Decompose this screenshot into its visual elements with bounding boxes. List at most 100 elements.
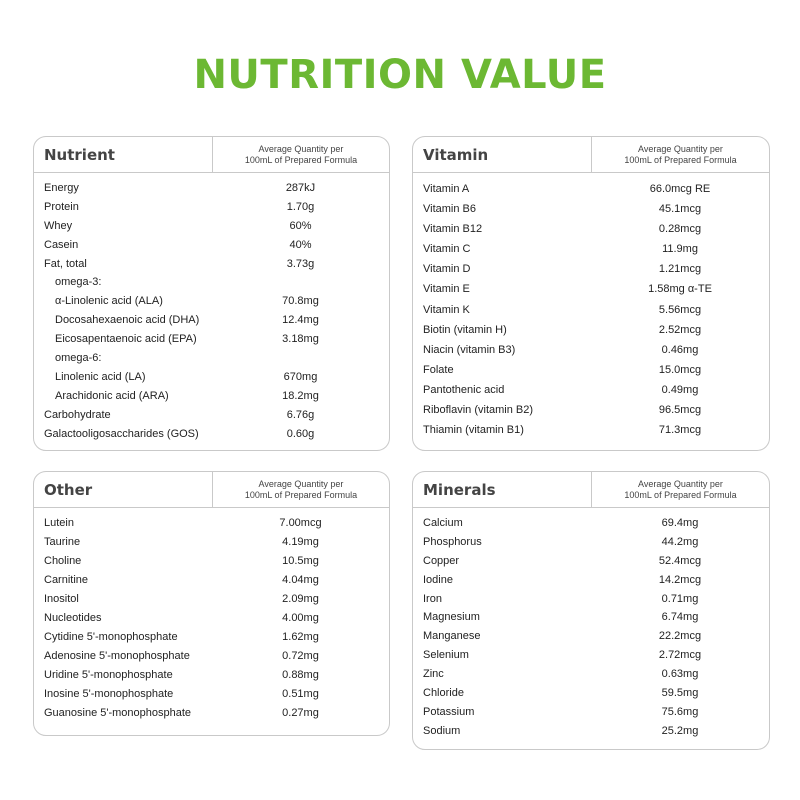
nutrient-value: 0.28mcg xyxy=(658,223,702,236)
nutrient-value: 1.21mcg xyxy=(658,263,702,276)
page-title: NUTRITION VALUE xyxy=(193,52,607,98)
table-row: Galactooligosaccharides (GOS) 0.60g xyxy=(34,425,389,444)
table-row: Casein 40% xyxy=(34,236,389,255)
nutrient-value: 25.2mg xyxy=(661,724,699,737)
nutrient-panel: Nutrient Average Quantity per 100mL of Pre… xyxy=(33,136,390,451)
table-row: Eicosapentaenoic acid (EPA) 3.18mg xyxy=(34,330,389,349)
minerals-panel: Minerals Average Quantity per 100mL of Pre… xyxy=(412,471,770,750)
nutrient-name: Lutein xyxy=(44,517,74,529)
nutrient-value: 6.76g xyxy=(286,408,315,421)
other-panel: Other Average Quantity per 100mL of Prepar… xyxy=(33,471,390,736)
nutrient-name: Fat, total xyxy=(44,257,87,270)
nutrient-name: Riboflavin (vitamin B2) xyxy=(423,404,534,417)
nutrient-value: 4.19mg xyxy=(282,536,319,548)
nutrient-name: Inositol xyxy=(44,593,79,605)
nutrient-name: Protein xyxy=(44,200,79,213)
nutrient-name: Eicosapentaenoic acid (EPA) xyxy=(55,333,197,346)
nutrient-name: Taurine xyxy=(44,536,81,548)
table-row: Vitamin B6 45.1mcg xyxy=(413,199,769,219)
table-row: α-Linolenic acid (ALA) 70.8mg xyxy=(34,292,389,311)
nutrient-name: Vitamin E xyxy=(423,283,470,296)
nutrient-name: Folate xyxy=(423,363,454,376)
nutrient-name: Magnesium xyxy=(423,611,480,624)
table-row: omega-6: xyxy=(34,349,389,368)
table-row: Zinc 0.63mg xyxy=(413,665,769,684)
nutrient-name: Energy xyxy=(44,182,79,194)
nutrient-value: 40% xyxy=(289,238,312,251)
nutrient-rows: Energy 287kJ Protein 1.70g Whey 60% Casein 40% F… xyxy=(34,173,389,443)
nutrient-name: Vitamin A xyxy=(423,183,470,195)
nutrient-value: 4.00mg xyxy=(282,612,319,624)
nutrient-name: α-Linolenic acid (ALA) xyxy=(55,295,163,308)
nutrient-value: 2.09mg xyxy=(282,593,319,605)
nutrient-value: 3.73g xyxy=(286,257,315,270)
nutrient-value: 3.18mg xyxy=(282,333,319,346)
table-row: Folate 15.0mcg xyxy=(413,360,769,380)
table-row: Linolenic acid (LA) 670mg xyxy=(34,368,389,387)
nutrient-value: 10.5mg xyxy=(282,555,319,567)
nutrient-rows: Calcium 69.4mg Phosphorus 44.2mg Copper 52.4m… xyxy=(413,508,769,741)
nutrient-name: Manganese xyxy=(423,630,481,643)
nutrient-value: 45.1mcg xyxy=(658,203,702,216)
table-row: Carbohydrate 6.76g xyxy=(34,406,389,425)
table-row: Arachidonic acid (ARA) 18.2mg xyxy=(34,387,389,406)
table-row: Protein 1.70g xyxy=(34,198,389,217)
nutrient-value: 0.46mg xyxy=(661,343,699,356)
table-row: Inositol 2.09mg xyxy=(34,590,389,609)
table-row: Chloride 59.5mg xyxy=(413,684,769,703)
table-row: Nucleotides 4.00mg xyxy=(34,609,389,628)
table-row: Copper 52.4mcg xyxy=(413,552,769,571)
column-header-line-1: Average Quantity per xyxy=(258,143,344,154)
nutrient-name: Casein xyxy=(44,238,79,251)
nutrient-value: 2.52mcg xyxy=(658,323,702,336)
table-row: Manganese 22.2mcg xyxy=(413,627,769,646)
nutrient-value: 7.00mcg xyxy=(279,517,322,529)
nutrient-value: 71.3mcg xyxy=(658,424,702,437)
nutrient-value: 69.4mg xyxy=(661,517,699,529)
column-header-line-1: Average Quantity per xyxy=(258,478,344,489)
nutrient-value: 59.5mg xyxy=(661,687,699,700)
nutrient-name: Sodium xyxy=(423,724,461,737)
nutrient-value: 6.74mg xyxy=(661,611,699,624)
nutrient-name: Iodine xyxy=(423,573,453,586)
table-row: Sodium 25.2mg xyxy=(413,722,769,741)
table-row: Vitamin B12 0.28mcg xyxy=(413,219,769,239)
nutrient-value: 0.72mg xyxy=(282,650,319,662)
table-row: Vitamin A 66.0mcg RE xyxy=(413,179,769,199)
table-row: Pantothenic acid 0.49mg xyxy=(413,380,769,400)
nutrient-value: 70.8mg xyxy=(282,295,319,308)
nutrient-value: 44.2mg xyxy=(661,535,699,548)
column-header: Average Quantity per 100mL of Prepared Fo… xyxy=(212,472,389,507)
table-row: Phosphorus 44.2mg xyxy=(413,533,769,552)
column-header-line-1: Average Quantity per xyxy=(638,143,723,154)
nutrient-name: Selenium xyxy=(423,649,469,662)
nutrient-name: omega-6: xyxy=(55,352,102,365)
table-row: omega-3: xyxy=(34,273,389,292)
nutrient-name: Guanosine 5'-monophosphate xyxy=(44,707,192,719)
table-row: Docosahexaenoic acid (DHA) 12.4mg xyxy=(34,311,389,330)
nutrient-value: 52.4mcg xyxy=(658,554,702,567)
nutrient-name: Arachidonic acid (ARA) xyxy=(55,389,169,402)
table-row: Iodine 14.2mcg xyxy=(413,571,769,590)
table-row: Guanosine 5'-monophosphate 0.27mg xyxy=(34,704,389,723)
nutrient-value: 0.27mg xyxy=(282,707,319,719)
nutrient-name: Nucleotides xyxy=(44,612,102,624)
nutrient-value: 15.0mcg xyxy=(658,363,702,376)
table-row: Niacin (vitamin B3) 0.46mg xyxy=(413,340,769,360)
nutrient-rows: Lutein 7.00mcg Taurine 4.19mg Choline 10.5mg C… xyxy=(34,508,389,723)
table-row: Vitamin D 1.21mcg xyxy=(413,259,769,279)
nutrient-name: Vitamin C xyxy=(423,243,471,256)
nutrient-name: Niacin (vitamin B3) xyxy=(423,343,516,356)
panel-header: Other Average Quantity per 100mL of Prepar… xyxy=(34,472,389,508)
nutrient-name: Vitamin K xyxy=(423,303,470,316)
table-row: Uridine 5'-monophosphate 0.88mg xyxy=(34,666,389,685)
nutrient-name: Chloride xyxy=(423,687,464,700)
table-row: Fat, total 3.73g xyxy=(34,255,389,274)
table-row: Biotin (vitamin H) 2.52mcg xyxy=(413,320,769,340)
panel-header: Nutrient Average Quantity per 100mL of Pre… xyxy=(34,137,389,173)
panel-title: Vitamin xyxy=(423,145,489,164)
nutrient-name: Vitamin D xyxy=(423,263,471,276)
nutrient-value: 18.2mg xyxy=(282,389,319,402)
nutrient-value: 60% xyxy=(289,219,312,232)
table-row: Magnesium 6.74mg xyxy=(413,608,769,627)
